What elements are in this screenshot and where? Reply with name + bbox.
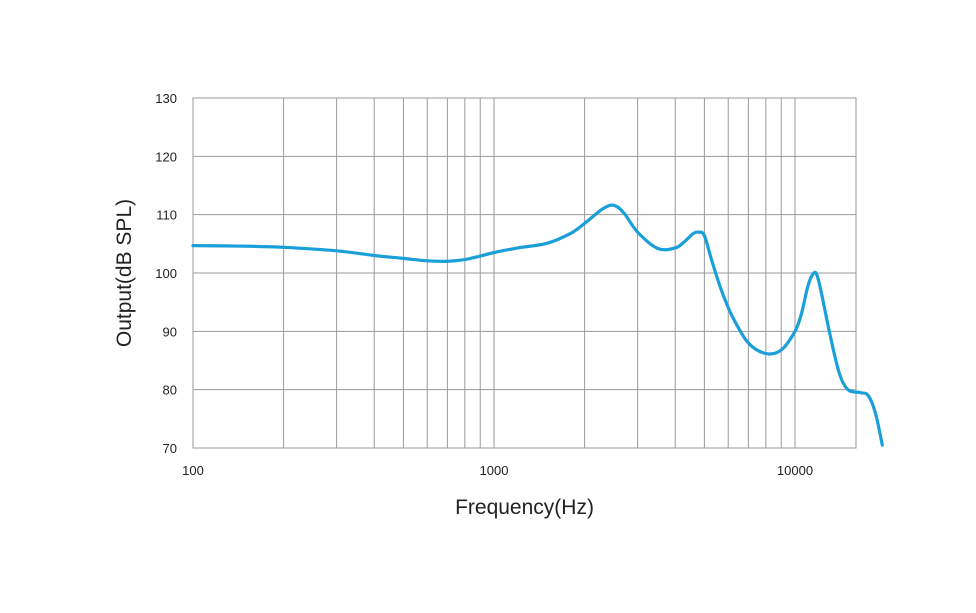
x-axis-title: Frequency(Hz) — [455, 496, 594, 519]
y-tick-label: 100 — [155, 266, 177, 281]
response-curve — [191, 203, 884, 447]
x-tick-label: 100 — [182, 463, 204, 478]
y-tick-label: 130 — [155, 91, 177, 106]
y-tick-labels: 70 80 90 100 110 120 130 — [155, 91, 177, 456]
y-tick-label: 80 — [163, 383, 177, 398]
y-tick-label: 110 — [156, 208, 177, 223]
x-tick-label: 10000 — [777, 463, 813, 478]
y-axis-title: Output(dB SPL) — [113, 199, 136, 347]
y-tick-label: 70 — [163, 441, 177, 456]
horizontal-gridlines — [193, 155, 856, 391]
y-tick-label: 90 — [163, 324, 177, 339]
plot-frame — [192, 97, 857, 449]
y-tick-label: 120 — [155, 149, 177, 164]
x-tick-labels: 100 1000 10000 — [182, 463, 813, 478]
x-tick-label: 1000 — [480, 463, 509, 478]
